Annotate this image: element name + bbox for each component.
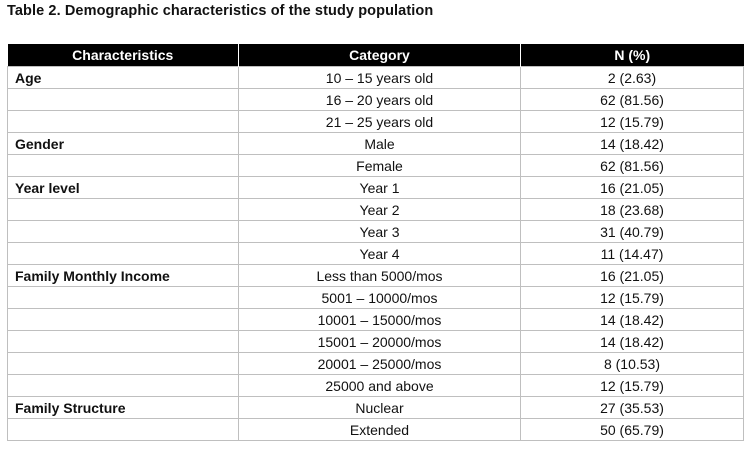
characteristic-cell: Year level	[7, 176, 239, 199]
category-cell: 15001 – 20000/mos	[238, 330, 521, 353]
count-percent-cell: 16 (21.05)	[520, 264, 744, 287]
table-row: Year 4 11 (14.47)	[7, 242, 744, 265]
category-cell: Extended	[238, 418, 521, 441]
table-row: Family Structure Nuclear 27 (35.53)	[7, 396, 744, 419]
characteristic-cell	[7, 418, 239, 441]
table-row: 5001 – 10000/mos 12 (15.79)	[7, 286, 744, 309]
table-row: 25000 and above 12 (15.79)	[7, 374, 744, 397]
category-cell: Year 2	[238, 198, 521, 221]
category-cell: Year 4	[238, 242, 521, 265]
characteristic-cell	[7, 110, 239, 133]
category-cell: Female	[238, 154, 521, 177]
table-row: 20001 – 25000/mos 8 (10.53)	[7, 352, 744, 375]
category-cell: 5001 – 10000/mos	[238, 286, 521, 309]
column-header-characteristics: Characteristics	[7, 44, 239, 67]
count-percent-cell: 14 (18.42)	[520, 132, 744, 155]
count-percent-cell: 12 (15.79)	[520, 374, 744, 397]
characteristic-cell	[7, 352, 239, 375]
characteristic-cell: Age	[7, 66, 239, 89]
count-percent-cell: 14 (18.42)	[520, 308, 744, 331]
characteristic-cell	[7, 374, 239, 397]
characteristic-cell	[7, 154, 239, 177]
characteristic-cell	[7, 88, 239, 111]
table-row: 21 – 25 years old 12 (15.79)	[7, 110, 744, 133]
category-cell: Less than 5000/mos	[238, 264, 521, 287]
table-row: Family Monthly Income Less than 5000/mos…	[7, 264, 744, 287]
count-percent-cell: 8 (10.53)	[520, 352, 744, 375]
count-percent-cell: 62 (81.56)	[520, 154, 744, 177]
characteristic-cell: Gender	[7, 132, 239, 155]
table-row: Age 10 – 15 years old 2 (2.63)	[7, 66, 744, 89]
characteristic-cell	[7, 198, 239, 221]
table-row: Year 2 18 (23.68)	[7, 198, 744, 221]
count-percent-cell: 12 (15.79)	[520, 110, 744, 133]
table-row: Year 3 31 (40.79)	[7, 220, 744, 243]
category-cell: Year 3	[238, 220, 521, 243]
characteristic-cell	[7, 308, 239, 331]
characteristic-cell	[7, 330, 239, 353]
count-percent-cell: 11 (14.47)	[520, 242, 744, 265]
category-cell: Nuclear	[238, 396, 521, 419]
count-percent-cell: 18 (23.68)	[520, 198, 744, 221]
table-row: Female 62 (81.56)	[7, 154, 744, 177]
characteristic-cell: Family Structure	[7, 396, 239, 419]
count-percent-cell: 14 (18.42)	[520, 330, 744, 353]
table-row: 10001 – 15000/mos 14 (18.42)	[7, 308, 744, 331]
table-row: Gender Male 14 (18.42)	[7, 132, 744, 155]
table-caption: Table 2. Demographic characteristics of …	[7, 3, 434, 19]
count-percent-cell: 12 (15.79)	[520, 286, 744, 309]
count-percent-cell: 50 (65.79)	[520, 418, 744, 441]
table-row: Extended 50 (65.79)	[7, 418, 744, 441]
table-row: Year level Year 1 16 (21.05)	[7, 176, 744, 199]
count-percent-cell: 31 (40.79)	[520, 220, 744, 243]
category-cell: Year 1	[238, 176, 521, 199]
count-percent-cell: 2 (2.63)	[520, 66, 744, 89]
characteristic-cell	[7, 286, 239, 309]
category-cell: 10001 – 15000/mos	[238, 308, 521, 331]
characteristic-cell	[7, 242, 239, 265]
table-header-row: Characteristics Category N (%)	[7, 44, 744, 67]
characteristic-cell: Family Monthly Income	[7, 264, 239, 287]
count-percent-cell: 27 (35.53)	[520, 396, 744, 419]
category-cell: 21 – 25 years old	[238, 110, 521, 133]
table-row: 16 – 20 years old 62 (81.56)	[7, 88, 744, 111]
count-percent-cell: 16 (21.05)	[520, 176, 744, 199]
table-row: 15001 – 20000/mos 14 (18.42)	[7, 330, 744, 353]
category-cell: 10 – 15 years old	[238, 66, 521, 89]
category-cell: Male	[238, 132, 521, 155]
count-percent-cell: 62 (81.56)	[520, 88, 744, 111]
characteristic-cell	[7, 220, 239, 243]
column-header-n-percent: N (%)	[520, 44, 744, 67]
demographics-table: Characteristics Category N (%) Age 10 – …	[7, 44, 744, 441]
category-cell: 20001 – 25000/mos	[238, 352, 521, 375]
category-cell: 25000 and above	[238, 374, 521, 397]
column-header-category: Category	[238, 44, 521, 67]
category-cell: 16 – 20 years old	[238, 88, 521, 111]
